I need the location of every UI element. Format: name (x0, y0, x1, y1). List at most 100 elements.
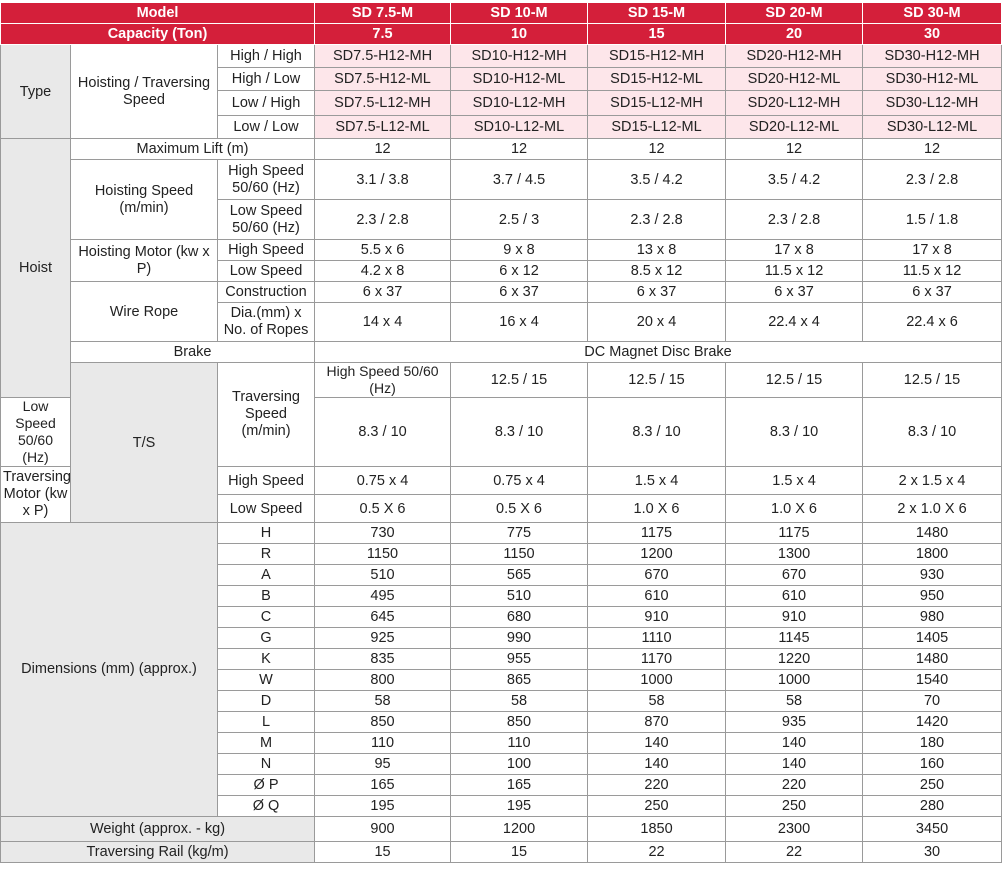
dimension-key: C (216, 606, 316, 628)
value-cell: 250 (862, 774, 1003, 796)
value-cell: 8.3 / 10 (450, 397, 589, 467)
value-cell: 17 x 8 (725, 239, 864, 261)
dimension-key: D (216, 690, 316, 712)
value-cell: 3.5 / 4.2 (725, 159, 864, 200)
speed-combo-label: High / Low (216, 67, 316, 91)
value-cell: 1200 (450, 816, 589, 842)
dimension-row: L 850 850 870 935 1420 (1, 711, 1003, 733)
value-cell: 2 x 1.0 X 6 (862, 494, 1003, 523)
value-cell: 12.5 / 15 (587, 362, 727, 398)
value-cell: 1000 (587, 669, 727, 691)
value-cell: 8.5 x 12 (587, 260, 727, 282)
value-cell: 15 (314, 841, 452, 863)
dimension-row: W 800 865 1000 1000 1540 (1, 669, 1003, 691)
brake-row: Brake DC Magnet Disc Brake (1, 341, 1003, 363)
dimension-key: Ø Q (216, 795, 316, 817)
capacity-value: 20 (725, 23, 864, 45)
value-cell: 775 (450, 522, 589, 544)
wire-rope-row: Wire Rope Construction 6 x 37 6 x 37 6 x 37 6… (1, 281, 1003, 342)
value-cell: 610 (725, 585, 864, 607)
speed-label: Low Speed (216, 494, 316, 523)
value-cell: SD30-L12-ML (862, 115, 1003, 139)
brake-value: DC Magnet Disc Brake (314, 341, 1003, 363)
value-cell: SD30-L12-MH (862, 90, 1003, 116)
model-name: SD 30-M (862, 2, 1003, 24)
value-cell: 910 (725, 606, 864, 628)
value-cell: 910 (587, 606, 727, 628)
value-cell: 495 (314, 585, 452, 607)
value-cell: 1150 (314, 543, 452, 565)
model-label: Model (0, 2, 316, 24)
value-cell: 15 (450, 841, 589, 863)
value-cell: 1850 (587, 816, 727, 842)
value-cell: 70 (862, 690, 1003, 712)
traversing-speed-row: Low Speed 50/60 (Hz) 8.3 / 10 8.3 / 10 8.3 … (0, 397, 1003, 467)
value-cell: 160 (862, 753, 1003, 775)
value-cell: SD7.5-L12-ML (314, 115, 452, 139)
capacity-row: Capacity (Ton) 7.5 10 15 20 30 (0, 23, 1003, 45)
value-cell: 930 (862, 564, 1003, 586)
hoisting-motor-row: Hoisting Motor (kw x P) High Speed 5.5 x 6… (1, 239, 1003, 282)
value-cell: SD30-H12-ML (862, 67, 1003, 91)
value-cell: 12 (587, 138, 727, 160)
value-cell: 110 (314, 732, 452, 754)
value-cell: 280 (862, 795, 1003, 817)
value-cell: 1175 (725, 522, 864, 544)
value-cell: 1.0 X 6 (725, 494, 864, 523)
brake-label: Brake (69, 341, 316, 363)
value-cell: SD10-L12-MH (450, 90, 589, 116)
type-row: Low / High SD7.5-L12-MH SD10-L12-MH SD15-L1… (1, 90, 1003, 116)
value-cell: SD7.5-H12-ML (314, 67, 452, 91)
value-cell: SD10-L12-ML (450, 115, 589, 139)
value-cell: 2.3 / 2.8 (587, 199, 727, 240)
speed-label: Low Speed 50/60 (Hz) (0, 397, 71, 467)
model-row: Model SD 7.5-M SD 10-M SD 15-M SD 20-M SD 30-… (0, 2, 1003, 24)
value-cell: 250 (725, 795, 864, 817)
value-cell: SD15-H12-ML (587, 67, 727, 91)
value-cell: 645 (314, 606, 452, 628)
value-cell: 1800 (862, 543, 1003, 565)
value-cell: 8.3 / 10 (725, 397, 864, 467)
value-cell: 12.5 / 15 (725, 362, 864, 398)
value-cell: 850 (450, 711, 589, 733)
value-cell: 0.75 x 4 (450, 466, 589, 495)
value-cell: 1480 (862, 522, 1003, 544)
dimension-key: R (216, 543, 316, 565)
traversing-speed-label: Traversing Speed (m/min) (216, 362, 316, 467)
value-cell: 565 (450, 564, 589, 586)
dimension-key: N (216, 753, 316, 775)
value-cell: 12.5 / 15 (450, 362, 589, 398)
value-cell: 220 (587, 774, 727, 796)
value-cell: 140 (725, 732, 864, 754)
max-lift-label: Maximum Lift (m) (69, 138, 316, 160)
value-cell: 925 (314, 627, 452, 649)
dimensions-label: Dimensions (mm) (approx.) (0, 522, 218, 817)
value-cell: 195 (314, 795, 452, 817)
value-cell: 850 (314, 711, 452, 733)
speed-label: High Speed (216, 239, 316, 261)
value-cell: 6 x 37 (587, 281, 727, 303)
value-cell: SD30-H12-MH (862, 44, 1003, 68)
traversing-motor-label: Traversing Motor (kw x P) (0, 466, 71, 523)
value-cell: 1.5 / 1.8 (862, 199, 1003, 240)
value-cell: 0.5 X 6 (450, 494, 589, 523)
value-cell: 610 (587, 585, 727, 607)
value-cell: 20 x 4 (587, 302, 727, 342)
max-lift-row: Hoist Maximum Lift (m) 12 12 12 12 12 (0, 138, 1003, 398)
value-cell: 1170 (587, 648, 727, 670)
model-name: SD 7.5-M (314, 2, 452, 24)
dimension-key: L (216, 711, 316, 733)
value-cell: SD15-L12-ML (587, 115, 727, 139)
capacity-value: 30 (862, 23, 1003, 45)
model-name: SD 20-M (725, 2, 864, 24)
dimension-key: K (216, 648, 316, 670)
value-cell: SD10-H12-MH (450, 44, 589, 68)
value-cell: 95 (314, 753, 452, 775)
dimension-key: Ø P (216, 774, 316, 796)
type-row: Type Hoisting / Traversing Speed High / Hi… (0, 44, 1003, 139)
value-cell: 9 x 8 (450, 239, 589, 261)
value-cell: 1.5 x 4 (725, 466, 864, 495)
value-cell: 8.3 / 10 (862, 397, 1003, 467)
value-cell: 1540 (862, 669, 1003, 691)
value-cell: 4.2 x 8 (314, 260, 452, 282)
